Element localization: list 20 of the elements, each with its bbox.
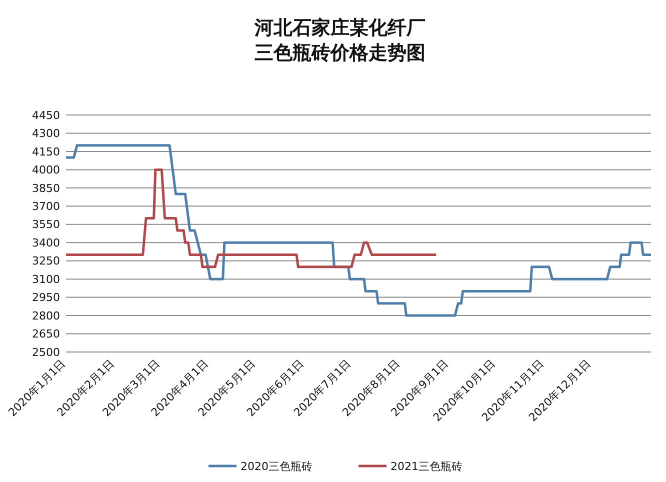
line-series — [64, 144, 652, 317]
y-tick-label: 3100 — [32, 272, 60, 286]
y-tick-label: 2650 — [32, 328, 60, 341]
chart-title: 河北石家庄某化纤厂 — [254, 17, 426, 39]
legend-label: 2020三色瓶砖 — [240, 460, 312, 473]
chart-subtitle: 三色瓶砖价格走势图 — [254, 42, 426, 64]
y-tick-label: 3400 — [32, 236, 60, 250]
y-tick-label: 2500 — [32, 346, 60, 359]
y-tick-label: 3550 — [32, 218, 60, 232]
legend-label: 2021三色瓶砖 — [390, 460, 462, 473]
y-tick-label: 3700 — [32, 200, 60, 214]
y-tick-label: 3850 — [32, 182, 60, 195]
y-tick-label: 4300 — [32, 127, 60, 140]
y-tick-label: 4000 — [32, 164, 60, 177]
y-tick-label: 2950 — [32, 291, 60, 304]
y-tick-label: 2800 — [32, 309, 60, 322]
y-tick-label: 3250 — [32, 254, 60, 268]
y-tick-label: 4150 — [32, 145, 60, 158]
line-series — [64, 168, 438, 268]
y-tick-label: 4450 — [32, 108, 60, 122]
